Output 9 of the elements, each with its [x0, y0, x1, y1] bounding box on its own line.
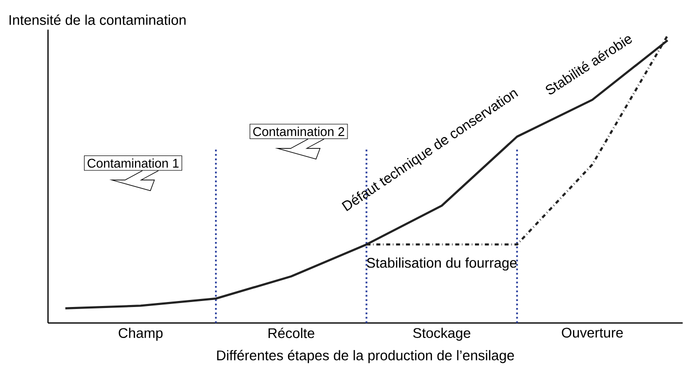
x-tick-label: Stockage: [413, 328, 470, 341]
x-axis-title: Différentes étapes de la production de l’ensilage: [217, 350, 514, 364]
annotation: Contamination 2: [253, 126, 344, 136]
x-tick-label: Récolte: [268, 328, 314, 338]
y-axis-title: Intensité de la contamination: [10, 14, 186, 25]
annotation: Contamination 1: [88, 158, 179, 168]
x-tick-label: Ouverture: [562, 328, 623, 338]
annotation: Stabilisation du fourrage: [366, 258, 517, 271]
x-tick-label: Champ: [118, 328, 163, 341]
